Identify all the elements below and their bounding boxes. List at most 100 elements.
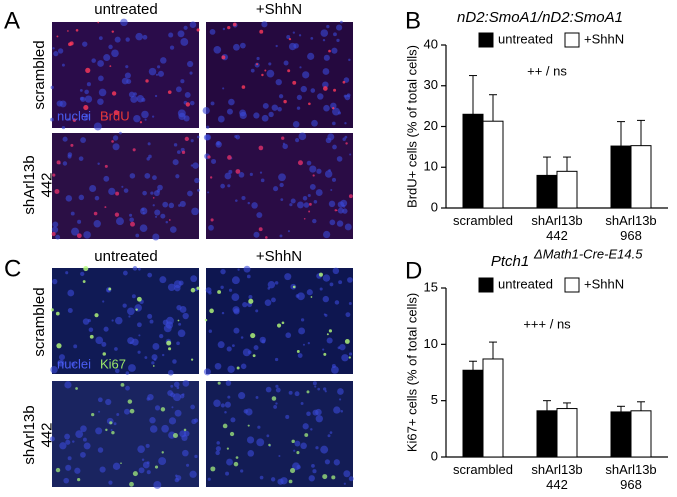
nucleus xyxy=(292,462,300,471)
nucleus xyxy=(82,437,87,442)
nucleus xyxy=(105,115,109,119)
nucleus xyxy=(259,171,263,174)
nucleus xyxy=(174,409,182,417)
nucleus xyxy=(71,227,80,236)
nucleus xyxy=(316,168,322,174)
nucleus xyxy=(147,142,151,146)
nucleus xyxy=(169,45,175,50)
stain-dot xyxy=(111,91,117,96)
nucleus xyxy=(173,143,178,147)
nucleus xyxy=(278,173,286,182)
nucleus xyxy=(191,418,197,425)
nucleus xyxy=(249,172,253,176)
y-tick-label: 20 xyxy=(424,118,438,133)
nucleus xyxy=(264,299,272,307)
nucleus xyxy=(80,451,86,458)
nucleus xyxy=(189,21,197,28)
nucleus xyxy=(261,114,269,122)
nucleus xyxy=(97,447,104,453)
stain-dot xyxy=(94,313,99,318)
nucleus xyxy=(277,478,284,485)
nucleus xyxy=(103,326,109,332)
stain-dot xyxy=(172,432,178,438)
nucleus xyxy=(322,348,325,351)
nucleus xyxy=(306,411,311,417)
nucleus xyxy=(344,135,348,139)
nucleus xyxy=(97,162,100,165)
stain-dot xyxy=(204,318,208,322)
nucleus xyxy=(59,100,67,108)
nucleus xyxy=(285,414,290,419)
nucleus xyxy=(206,125,210,129)
nucleus xyxy=(210,101,215,106)
nucleus xyxy=(114,36,121,43)
nucleus xyxy=(268,62,272,66)
legend-label: +ShhN xyxy=(584,276,624,291)
nucleus xyxy=(124,408,130,415)
nucleus xyxy=(65,464,72,471)
y-axis-label: Ki67+ cells (% of total cells) xyxy=(404,293,419,452)
nucleus xyxy=(108,480,113,485)
stain-dot xyxy=(67,30,69,32)
nucleus xyxy=(259,475,264,480)
nucleus xyxy=(324,170,333,178)
nucleus xyxy=(112,462,121,471)
stain-dot xyxy=(258,145,264,151)
nucleus xyxy=(216,441,220,445)
bar xyxy=(610,145,632,209)
nucleus xyxy=(310,428,313,431)
nucleus xyxy=(248,294,253,299)
stain-dot xyxy=(235,456,239,459)
nucleus xyxy=(139,224,148,233)
nucleus xyxy=(177,329,186,338)
nucleus xyxy=(286,35,291,39)
stain-dot xyxy=(209,308,214,314)
nucleus xyxy=(147,313,153,319)
nucleus xyxy=(97,397,103,403)
nucleus xyxy=(322,387,327,391)
nucleus xyxy=(233,43,240,51)
stain-dot xyxy=(308,102,311,106)
nucleus xyxy=(333,406,341,414)
nucleus xyxy=(271,297,276,303)
nucleus xyxy=(247,450,255,457)
nucleus xyxy=(240,469,244,473)
nucleus xyxy=(307,194,311,198)
nucleus xyxy=(339,344,346,351)
stain-dot xyxy=(111,430,115,435)
bar xyxy=(630,145,652,209)
stain-dot xyxy=(105,428,108,432)
nucleus xyxy=(111,319,114,322)
nucleus xyxy=(84,95,93,103)
nucleus xyxy=(102,300,105,303)
legend-swatch xyxy=(564,277,580,293)
stain-dot xyxy=(97,21,100,24)
y-tick-label: 10 xyxy=(424,159,438,174)
nucleus xyxy=(172,359,177,364)
nucleus xyxy=(302,71,310,79)
stain-dot xyxy=(288,37,292,41)
nucleus xyxy=(196,135,200,139)
nucleus xyxy=(211,158,217,164)
nucleus xyxy=(220,403,225,408)
nucleus xyxy=(296,201,304,209)
nucleus xyxy=(331,47,338,54)
nucleus xyxy=(325,137,332,144)
nucleus xyxy=(70,211,75,216)
chart-title: Ptch1 xyxy=(491,253,529,270)
stain-label: Ki67 xyxy=(100,356,126,371)
nucleus xyxy=(224,172,232,180)
nucleus xyxy=(347,277,353,283)
nucleus xyxy=(178,280,184,286)
stain-dot xyxy=(290,468,296,474)
nucleus xyxy=(345,312,351,318)
stain-dot xyxy=(152,197,155,199)
nucleus xyxy=(222,87,225,90)
stain-dot xyxy=(102,352,106,356)
nucleus xyxy=(322,295,329,303)
nucleus xyxy=(217,341,225,349)
nucleus xyxy=(179,200,186,207)
nucleus xyxy=(181,434,188,442)
nucleus xyxy=(85,113,89,118)
nucleus xyxy=(343,482,346,485)
